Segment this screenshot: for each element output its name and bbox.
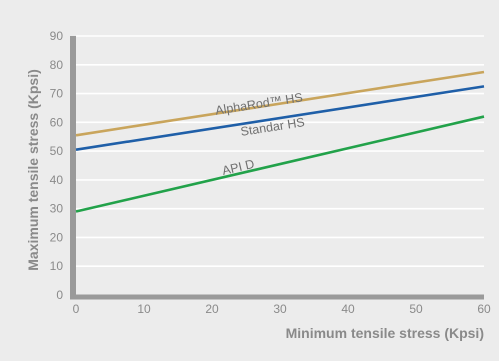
x-axis-title: Minimum tensile stress (Kpsi) bbox=[286, 325, 484, 341]
x-tick-label: 50 bbox=[409, 302, 423, 316]
y-tick-label: 40 bbox=[50, 173, 64, 187]
y-tick-label: 60 bbox=[50, 115, 64, 129]
y-axis-title: Maximum tensile stress (Kpsi) bbox=[25, 69, 41, 271]
x-tick-label: 0 bbox=[73, 302, 80, 316]
x-tick-label: 40 bbox=[341, 302, 355, 316]
y-tick-label: 20 bbox=[50, 230, 64, 244]
series-label-0: AlphaRod™ HS bbox=[214, 90, 303, 117]
x-tick-label: 20 bbox=[205, 302, 219, 316]
axes bbox=[70, 36, 484, 300]
y-tick-labels: 0 10 20 30 40 50 60 70 80 90 bbox=[50, 29, 64, 302]
series-line-1 bbox=[75, 85, 485, 151]
y-tick-label: 0 bbox=[56, 288, 63, 302]
y-tick-label: 30 bbox=[50, 202, 64, 216]
series-lines bbox=[75, 70, 485, 213]
x-tick-label: 60 bbox=[477, 302, 491, 316]
y-tick-label: 80 bbox=[50, 58, 64, 72]
y-tick-label: 90 bbox=[50, 29, 64, 43]
series-line-2 bbox=[75, 115, 485, 213]
y-tick-label: 70 bbox=[50, 87, 64, 101]
x-tick-labels: 0 10 20 30 40 50 60 bbox=[73, 302, 491, 316]
series-line-0 bbox=[75, 70, 485, 137]
y-tick-label: 10 bbox=[50, 259, 64, 273]
x-tick-label: 30 bbox=[273, 302, 287, 316]
y-tick-label: 50 bbox=[50, 144, 64, 158]
grid-lines bbox=[76, 35, 484, 268]
x-tick-label: 10 bbox=[137, 302, 151, 316]
